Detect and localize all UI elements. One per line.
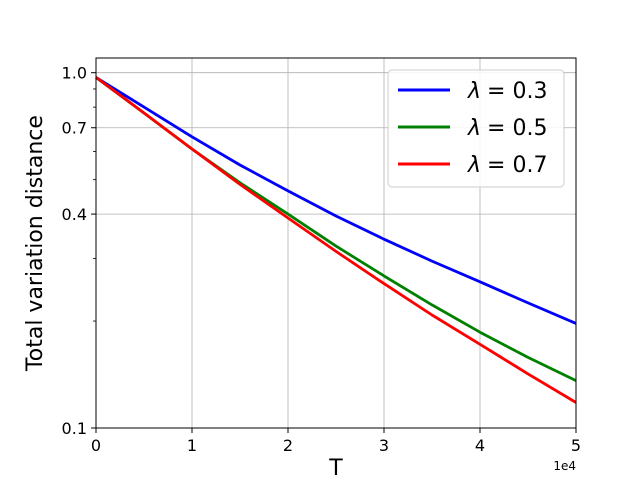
- legend-symbol: λ: [467, 79, 481, 104]
- legend-symbol: λ: [467, 153, 481, 178]
- plot-frame: [95, 57, 577, 429]
- legend-label: λ = 0.5: [467, 116, 547, 141]
- series-line: [95, 76, 577, 325]
- y-tick-label: 0.4: [62, 205, 87, 224]
- series-lines: [95, 76, 577, 404]
- x-tick-label: 2: [283, 436, 293, 455]
- x-tick-label: 4: [475, 436, 485, 455]
- y-tick-label: 0.7: [62, 119, 87, 138]
- x-axis-label: T: [328, 456, 343, 480]
- legend: λ = 0.3λ = 0.5λ = 0.7: [387, 69, 565, 188]
- legend-value: = 0.5: [487, 116, 547, 141]
- x-tick-label: 5: [571, 436, 581, 455]
- legend-value: = 0.7: [487, 153, 547, 178]
- y-axis-label: Total variation distance: [23, 115, 48, 372]
- x-tick-label: 1: [187, 436, 197, 455]
- y-tick-label: 1.0: [62, 64, 87, 83]
- legend-label: λ = 0.3: [467, 79, 547, 104]
- series-line: [95, 76, 577, 404]
- legend-box: [387, 69, 565, 188]
- legend-symbol: λ: [467, 116, 481, 141]
- x-tick-label: 3: [379, 436, 389, 455]
- legend-value: = 0.3: [487, 79, 547, 104]
- y-tick-label: 0.1: [62, 419, 87, 438]
- legend-label: λ = 0.7: [467, 153, 547, 178]
- x-tick-label: 0: [91, 436, 101, 455]
- axis-ticks: 0 1 2 3 4 5 0.1 0.4 0.7 1.0: [62, 64, 582, 455]
- x-axis-offset-label: 1e4: [553, 459, 576, 473]
